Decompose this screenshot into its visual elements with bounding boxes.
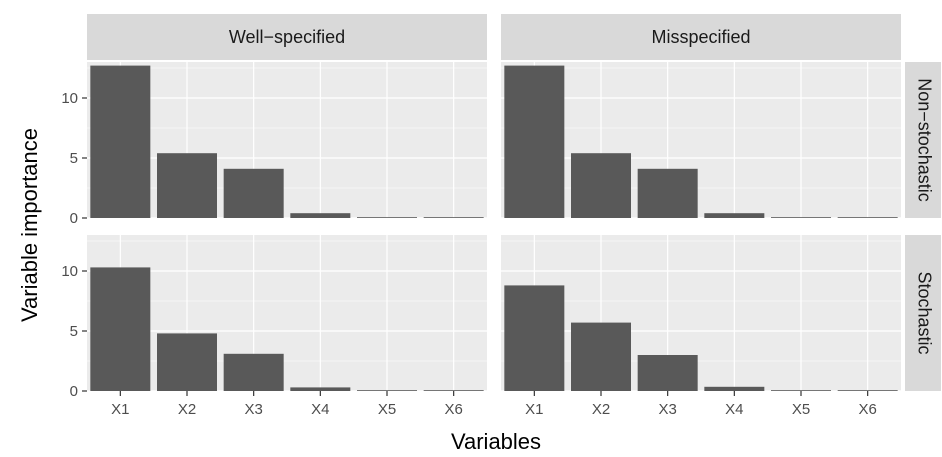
bar bbox=[423, 390, 484, 391]
bar bbox=[223, 353, 284, 391]
x-tick-label: X6 bbox=[444, 401, 462, 418]
panel-background bbox=[501, 62, 901, 218]
x-tick-label: X4 bbox=[725, 401, 743, 418]
bar bbox=[771, 217, 831, 218]
bar bbox=[571, 322, 631, 391]
y-axis-title: Variable importance bbox=[17, 128, 42, 322]
y-tick-label: 10 bbox=[61, 263, 78, 280]
bar bbox=[704, 386, 765, 391]
bar bbox=[423, 217, 484, 218]
x-tick-label: X2 bbox=[592, 401, 610, 418]
bar bbox=[90, 65, 151, 218]
x-tick-label: X4 bbox=[311, 401, 329, 418]
row-strip bbox=[905, 235, 941, 391]
panel-background bbox=[501, 235, 901, 391]
col-strip-label: Misspecified bbox=[651, 27, 750, 47]
y-tick-label: 10 bbox=[61, 90, 78, 107]
x-tick-label: X1 bbox=[525, 401, 543, 418]
y-tick-label: 0 bbox=[70, 210, 78, 227]
row-strip-label: Stochastic bbox=[914, 271, 934, 354]
bar bbox=[637, 355, 698, 391]
bar bbox=[504, 65, 565, 218]
bar bbox=[704, 213, 765, 218]
bar bbox=[637, 168, 698, 218]
col-strip bbox=[87, 14, 487, 60]
col-strip-label: Well−specified bbox=[229, 27, 345, 47]
bar bbox=[90, 267, 151, 391]
bar bbox=[771, 390, 831, 391]
x-tick-label: X5 bbox=[792, 401, 810, 418]
bar bbox=[504, 285, 565, 391]
y-tick-label: 5 bbox=[70, 323, 78, 340]
bar bbox=[357, 217, 417, 218]
x-tick-label: X5 bbox=[378, 401, 396, 418]
x-tick-label: X1 bbox=[111, 401, 129, 418]
bar bbox=[223, 168, 284, 218]
bar bbox=[837, 390, 898, 391]
y-tick-label: 0 bbox=[70, 383, 78, 400]
x-tick-label: X3 bbox=[244, 401, 262, 418]
bar bbox=[290, 213, 351, 218]
bar bbox=[571, 153, 631, 218]
bar bbox=[157, 333, 217, 391]
bar bbox=[290, 387, 351, 391]
y-tick-label: 5 bbox=[70, 150, 78, 167]
x-tick-label: X3 bbox=[658, 401, 676, 418]
x-tick-label: X6 bbox=[858, 401, 876, 418]
row-strip bbox=[905, 62, 941, 218]
row-strip-label: Non−stochastic bbox=[914, 78, 934, 202]
x-axis-title: Variables bbox=[451, 429, 541, 454]
bar bbox=[157, 153, 217, 218]
col-strip bbox=[501, 14, 901, 60]
bar bbox=[357, 390, 417, 391]
x-tick-label: X2 bbox=[178, 401, 196, 418]
panel-background bbox=[87, 62, 487, 218]
panel-background bbox=[87, 235, 487, 391]
bar bbox=[837, 217, 898, 218]
